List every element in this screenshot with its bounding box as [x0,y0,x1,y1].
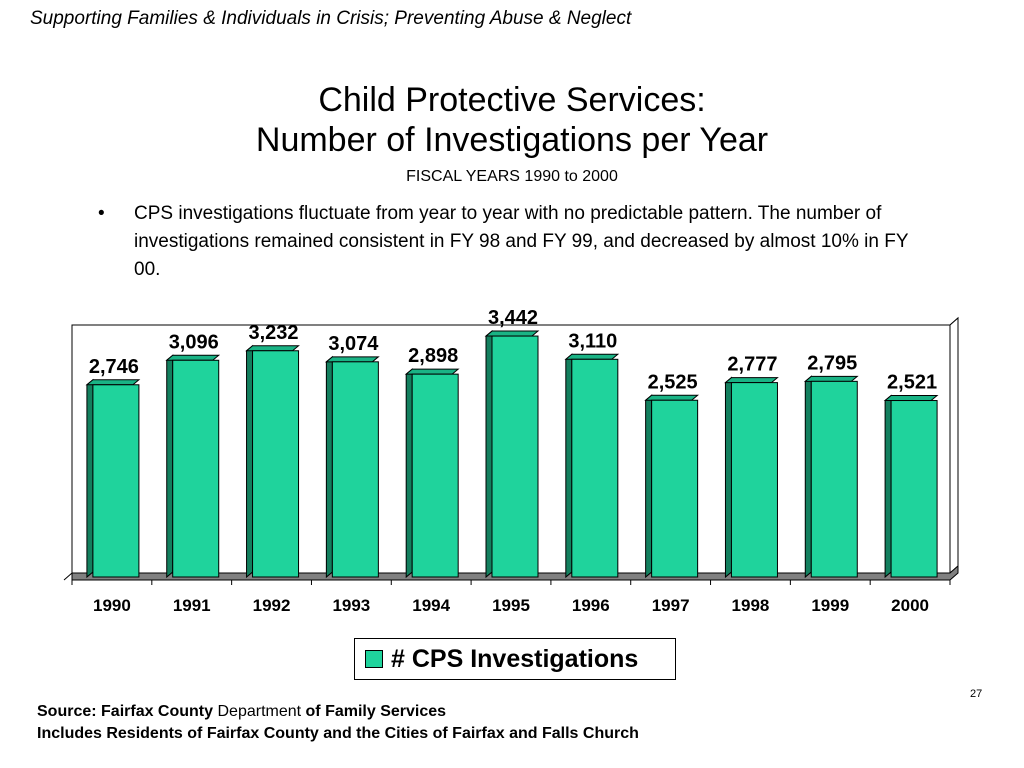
bar-side [565,353,573,579]
data-label: 3,442 [488,307,538,329]
bar-top [724,377,779,384]
plot-side-wall [949,316,959,575]
chart-legend: # CPS Investigations [354,638,676,680]
bar [172,359,220,578]
bar-top [165,354,221,361]
bar-top [484,330,540,337]
x-tick-label: 1991 [173,596,211,615]
bar-top [883,395,939,402]
bar [252,350,300,578]
bullet-text: CPS investigations fluctuate from year t… [134,203,909,280]
source-suffix: of Family Services [305,703,447,720]
data-label: 3,110 [568,330,617,352]
bar-top [245,345,300,352]
x-tick-label: 1993 [332,596,370,615]
bar [810,380,858,578]
slide-subtitle: FISCAL YEARS 1990 to 2000 [406,168,618,185]
data-label: 2,795 [807,352,857,374]
x-tick-label: 2000 [891,596,929,615]
x-tick-label: 1994 [412,596,450,615]
data-label: 3,232 [249,322,299,344]
bar-side [405,368,413,579]
title-line-1: Child Protective Services: [318,81,706,119]
source-dept: Department [217,703,302,720]
title-line-2: Number of Investigations per Year [255,121,769,159]
bar-top [324,356,380,363]
bullet-icon: • [98,203,105,224]
x-tick-label: 1997 [652,596,690,615]
bar [571,358,619,578]
bar-side [724,376,732,579]
bar [331,361,379,578]
data-label: 2,525 [648,371,698,393]
bar [92,384,140,578]
x-tick-label: 1998 [732,596,770,615]
legend-swatch [365,650,383,668]
bar-top [404,368,460,375]
data-label: 3,074 [328,333,379,355]
bar-side [325,355,333,579]
bar-side [246,344,254,579]
x-tick-label: 1996 [572,596,610,615]
bar [491,335,539,578]
x-tick-label: 1999 [811,596,849,615]
bar [651,399,699,578]
bar [730,382,778,578]
x-tick-label: 1990 [93,596,131,615]
data-label: 2,898 [408,345,458,367]
bar-top [85,379,141,386]
page-number: 27 [970,688,983,700]
slide-header: Supporting Families & Individuals in Cri… [30,8,632,29]
x-tick-label: 1995 [492,596,530,615]
data-label: 2,777 [727,354,777,376]
source-note: Source: Fairfax County Department of Fam… [37,701,639,745]
bar-side [485,329,493,579]
source-line-1: Source: Fairfax County Department of Fam… [37,701,639,723]
bar-side [645,394,653,579]
bar-side [86,378,94,579]
bar [411,373,459,578]
bar [890,400,938,578]
data-label: 2,746 [89,356,139,378]
data-label: 3,096 [169,331,219,353]
source-prefix: Source: Fairfax County [37,703,214,720]
bar-side [804,375,812,579]
legend-label: # CPS Investigations [391,644,639,673]
bar-top [803,375,859,382]
bar-side [166,354,174,579]
data-label: 2,521 [887,372,937,394]
bar-top [644,394,700,401]
bar-side [884,394,892,579]
slide-title: Child Protective Services: Number of Inv… [0,80,1024,160]
x-tick-label: 1992 [253,596,291,615]
bar-top [564,353,620,360]
source-line-2: Includes Residents of Fairfax County and… [37,725,639,742]
